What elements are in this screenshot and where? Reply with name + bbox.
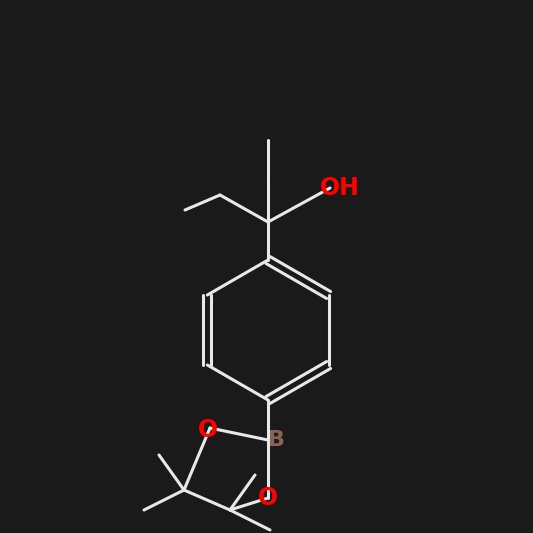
Text: O: O [198,418,218,442]
Text: OH: OH [320,176,360,200]
Text: O: O [258,486,278,510]
Text: B: B [268,430,285,450]
